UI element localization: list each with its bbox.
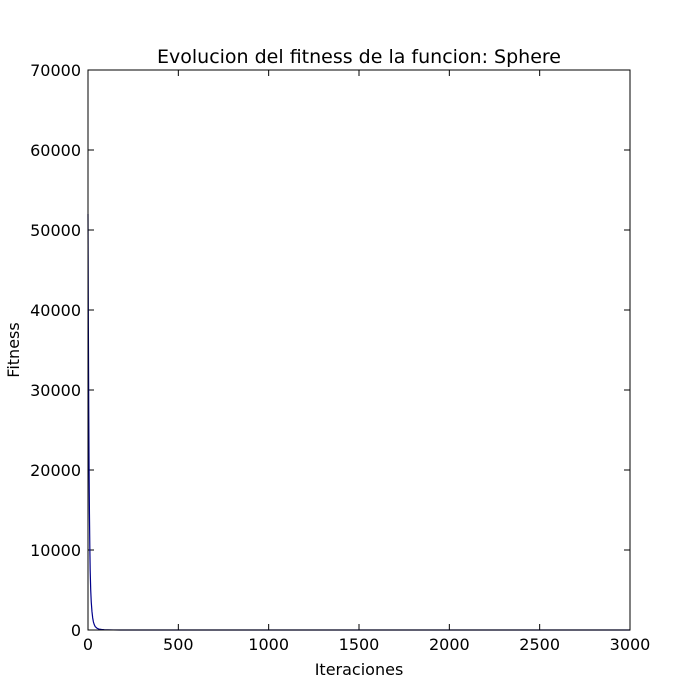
y-tick-label: 20000	[30, 461, 81, 480]
y-tick-label: 70000	[30, 61, 81, 80]
y-tick-label: 60000	[30, 141, 81, 160]
y-axis-label: Fitness	[4, 322, 23, 377]
x-tick-label: 1000	[248, 635, 289, 654]
series-layer	[87, 213, 630, 631]
plot-area	[87, 69, 631, 631]
y-tick-label: 40000	[30, 301, 81, 320]
y-tick-label: 10000	[30, 541, 81, 560]
x-axis-label: Iteraciones	[315, 660, 404, 679]
x-tick-label: 3000	[610, 635, 651, 654]
y-tick-label: 30000	[30, 381, 81, 400]
x-tick-label: 500	[163, 635, 194, 654]
chart-title: Evolucion del fitness de la funcion: Sph…	[157, 46, 561, 68]
x-tick-label: 0	[83, 635, 93, 654]
x-tick-label: 2500	[519, 635, 560, 654]
x-tick-label: 2000	[429, 635, 470, 654]
y-tick-label: 0	[71, 621, 81, 640]
tick-layer: 0 500 1000 1500 2000 2500 30000100002000030000…	[30, 61, 650, 654]
x-tick-label: 1500	[339, 635, 380, 654]
series-line	[87, 213, 630, 631]
y-tick-label: 50000	[30, 221, 81, 240]
